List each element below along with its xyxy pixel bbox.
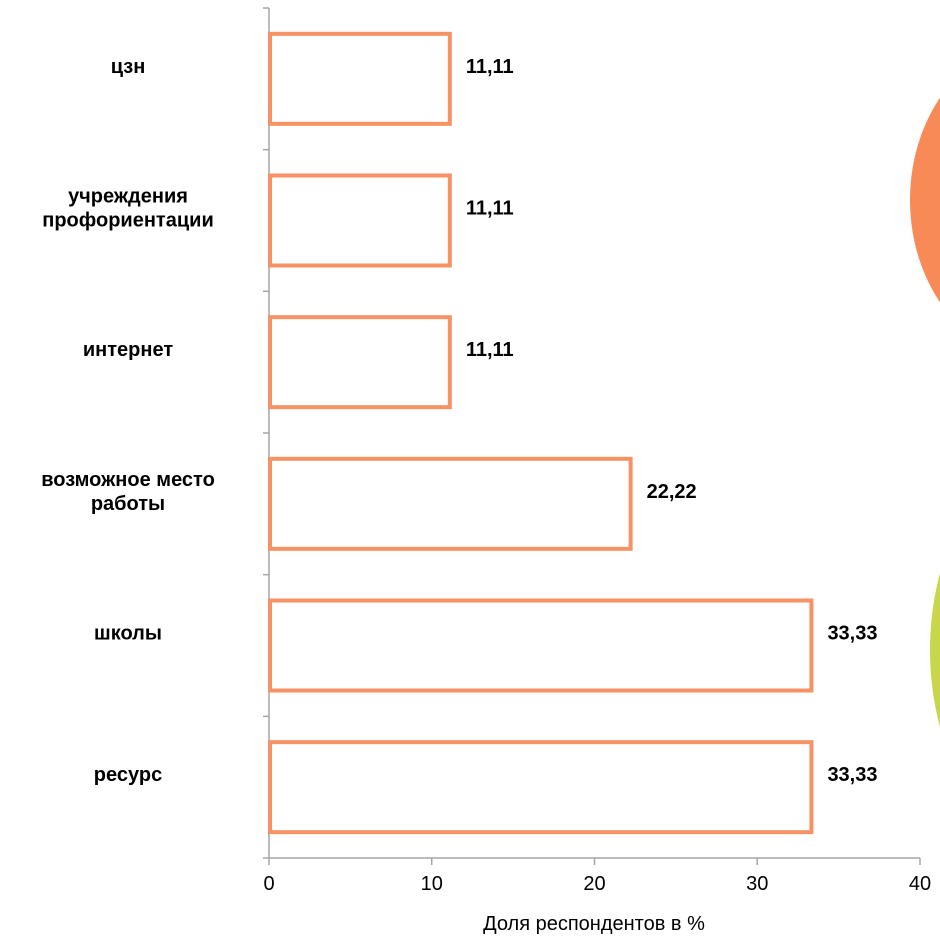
x-tick-label: 40 <box>909 873 931 895</box>
decorative-orange-circle <box>910 97 940 303</box>
bar <box>268 31 452 126</box>
bars <box>268 31 814 835</box>
x-tick-label: 30 <box>746 873 768 895</box>
bar <box>268 173 452 268</box>
bar <box>268 315 452 410</box>
x-tick-label: 0 <box>263 873 274 895</box>
category-label: школы <box>94 623 162 645</box>
x-tick-label: 20 <box>583 873 605 895</box>
x-axis-title: Доля респондентов в % <box>483 913 705 935</box>
value-label: 11,11 <box>466 56 514 78</box>
labels: 0 10 20 30 40 11,11 цзн 11,11 учреждения профорие… <box>41 56 931 895</box>
category-label: интернет <box>83 339 173 361</box>
value-label: 33,33 <box>827 764 877 786</box>
bar <box>268 598 814 693</box>
value-label: 22,22 <box>647 481 697 503</box>
category-label: цзн <box>111 56 146 78</box>
category-label: учреждения профориентации <box>42 186 213 232</box>
value-label: 11,11 <box>466 339 514 361</box>
category-label: возможное место работы <box>41 469 215 515</box>
value-label: 33,33 <box>827 623 877 645</box>
axes <box>263 7 921 865</box>
category-label: ресурс <box>94 764 162 786</box>
bar <box>268 456 633 551</box>
x-tick-label: 10 <box>421 873 443 895</box>
bar <box>268 740 814 835</box>
value-label: 11,11 <box>466 198 514 220</box>
decorative-green-circle <box>930 573 940 727</box>
